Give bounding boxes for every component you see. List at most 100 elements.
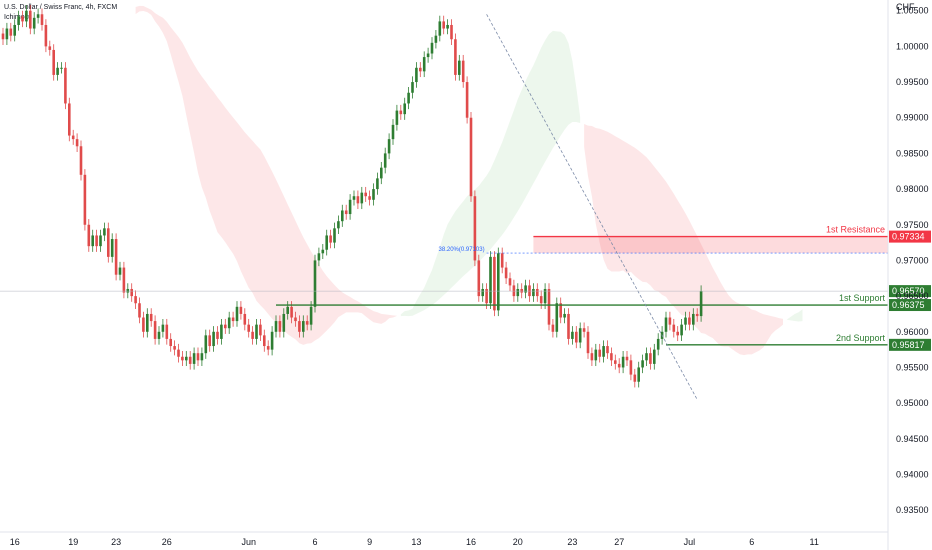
y-tick-label: 0.95500 xyxy=(896,362,929,372)
y-tick-label: 0.94500 xyxy=(896,434,929,444)
candle-body xyxy=(551,324,555,332)
candle-body xyxy=(450,24,453,40)
candle-body xyxy=(130,288,133,297)
candle-body xyxy=(266,346,270,350)
candle-body xyxy=(688,317,691,325)
candle-body xyxy=(99,235,102,247)
candle-body xyxy=(9,28,13,36)
candle-body xyxy=(672,324,676,332)
candle-body xyxy=(333,228,336,243)
candle-body xyxy=(481,288,484,297)
candle-body xyxy=(602,346,605,357)
candle-body xyxy=(699,291,703,317)
candle-body xyxy=(695,313,699,317)
candle-body xyxy=(668,317,672,325)
candle-body xyxy=(110,239,114,257)
candle-body xyxy=(364,192,367,197)
candle-body xyxy=(224,324,227,329)
candle-body xyxy=(559,303,562,318)
candle-body xyxy=(606,346,609,354)
level-label: 2nd Support xyxy=(836,333,886,343)
candle-body xyxy=(286,306,289,314)
candle-body xyxy=(161,324,165,332)
level-price-text: 0.97334 xyxy=(892,232,925,242)
candle-body xyxy=(169,338,172,347)
candle-body xyxy=(220,324,223,339)
candle-body xyxy=(103,228,106,236)
candle-body xyxy=(524,285,527,293)
x-tick-label: 13 xyxy=(411,537,421,547)
candle-body xyxy=(321,249,325,254)
y-tick-label: 0.94000 xyxy=(896,469,929,479)
candle-body xyxy=(458,60,461,75)
candle-body xyxy=(298,321,301,332)
x-tick-label: 23 xyxy=(567,537,577,547)
cloud-bear xyxy=(135,5,397,345)
level-price-tag xyxy=(889,230,931,243)
x-tick-label: 20 xyxy=(513,537,523,547)
candle-body xyxy=(415,67,418,83)
current-price-tag xyxy=(889,285,931,298)
candle-body xyxy=(477,260,481,297)
candle-body xyxy=(419,67,422,72)
y-tick-label: 0.93500 xyxy=(896,505,929,515)
y-tick-label: 0.96500 xyxy=(896,291,929,301)
candle-body xyxy=(83,174,87,225)
candle-body xyxy=(294,317,297,322)
level-price-tag xyxy=(889,299,931,312)
candle-body xyxy=(305,321,309,325)
candle-body xyxy=(567,313,570,339)
y-tick-label: 0.99000 xyxy=(896,113,929,123)
x-tick-label: 16 xyxy=(466,537,476,547)
candle-body xyxy=(434,35,438,43)
candle-body xyxy=(21,16,24,22)
candle-body xyxy=(656,338,660,350)
candle-body xyxy=(278,321,282,332)
x-tick-label: 19 xyxy=(68,537,78,547)
x-tick-label: 6 xyxy=(749,537,754,547)
candle-body xyxy=(454,39,457,75)
candle-body xyxy=(645,353,648,361)
candle-body xyxy=(313,260,317,307)
candle-body xyxy=(196,353,200,361)
candle-body xyxy=(411,82,414,93)
candle-body xyxy=(40,14,44,25)
fib-label: 38.20%(0.97103) xyxy=(439,247,485,253)
candle-body xyxy=(614,360,617,364)
time-axis: 16 19 23 26 Jun 6 9 13 16 20 23 27 Jul 6 11 xyxy=(0,531,888,547)
candle-body xyxy=(469,117,473,197)
candle-body xyxy=(625,356,629,361)
candle-body xyxy=(243,313,247,325)
candle-body xyxy=(547,288,551,325)
candle-body xyxy=(680,324,683,336)
candle-body xyxy=(149,313,153,322)
candle-body xyxy=(590,353,594,361)
candle-body xyxy=(274,321,278,332)
candle-body xyxy=(282,313,286,332)
candle-body xyxy=(235,306,239,322)
candle-body xyxy=(391,124,395,140)
candle-body xyxy=(473,196,477,261)
candle-body xyxy=(79,146,83,175)
candle-body xyxy=(403,103,406,115)
candle-body xyxy=(387,139,391,154)
candle-body xyxy=(692,313,695,325)
candle-body xyxy=(543,288,547,304)
candle-body xyxy=(485,288,488,304)
candle-body xyxy=(555,303,559,332)
candle-body xyxy=(528,285,531,297)
candle-body xyxy=(461,60,465,83)
candle-body xyxy=(36,14,40,18)
candle-body xyxy=(44,24,48,47)
candle-body xyxy=(493,256,496,311)
candle-body xyxy=(578,328,582,343)
x-tick-label: Jun xyxy=(241,537,256,547)
candle-body xyxy=(344,210,348,215)
candle-body xyxy=(263,335,266,347)
x-tick-label: 23 xyxy=(111,537,121,547)
candle-body xyxy=(60,67,63,69)
candle-body xyxy=(539,296,543,304)
chart-title: U.S. Dollar / Swiss Franc, 4h, FXCM xyxy=(4,4,118,11)
candle-body xyxy=(641,360,644,368)
